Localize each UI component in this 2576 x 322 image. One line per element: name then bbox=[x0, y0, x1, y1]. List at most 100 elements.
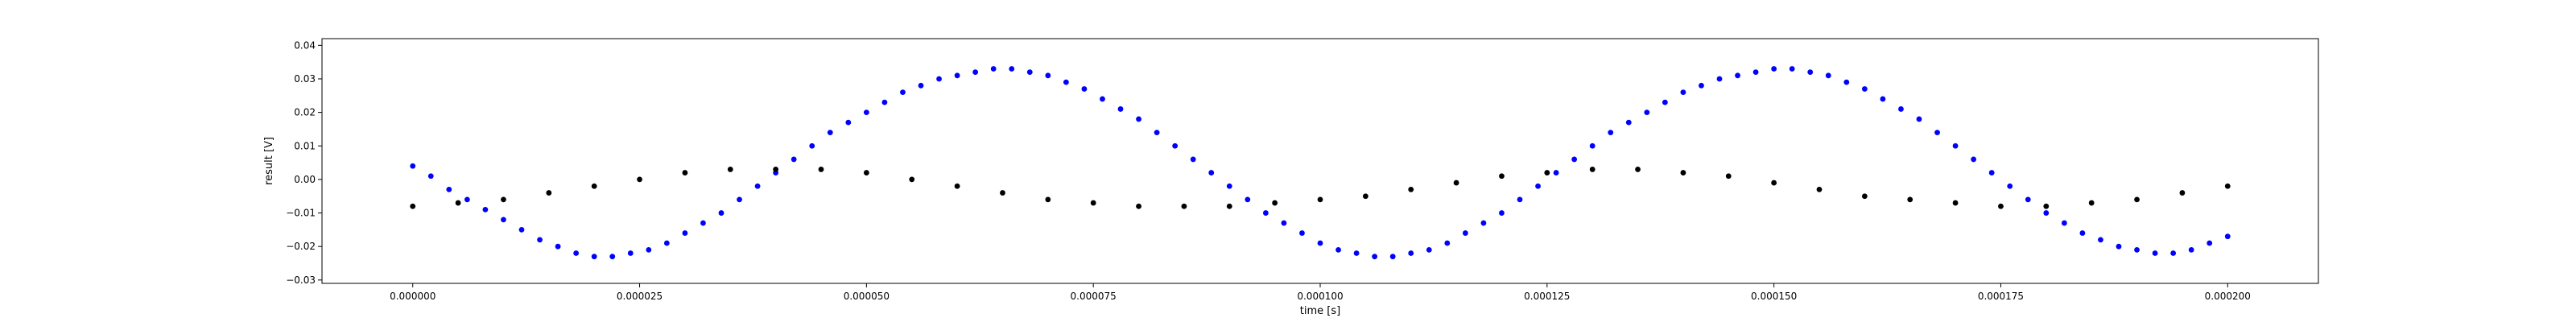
data-point bbox=[827, 130, 833, 136]
y-tick-label: 0.04 bbox=[294, 39, 316, 51]
data-point bbox=[972, 69, 979, 76]
data-point bbox=[482, 206, 489, 213]
data-point bbox=[773, 167, 779, 172]
data-point bbox=[1335, 246, 1341, 253]
data-point bbox=[627, 250, 634, 256]
data-point bbox=[446, 186, 452, 192]
data-point bbox=[501, 217, 506, 223]
data-point bbox=[1362, 193, 1368, 200]
data-point bbox=[1480, 220, 1487, 226]
data-point bbox=[1861, 86, 1868, 92]
data-point bbox=[537, 237, 543, 243]
data-point bbox=[1499, 210, 1505, 216]
data-point bbox=[1898, 106, 1904, 112]
data-point bbox=[2134, 246, 2140, 253]
y-tick-label: −0.01 bbox=[286, 208, 316, 219]
data-point bbox=[1625, 119, 1632, 126]
data-point bbox=[1916, 116, 1922, 122]
data-point bbox=[1680, 170, 1686, 175]
data-point bbox=[2061, 220, 2067, 226]
data-point bbox=[1699, 82, 1704, 89]
x-axis-ticks: 0.000000 0.000025 0.000050 0.000075 0.000100… bbox=[390, 283, 2251, 302]
data-point bbox=[954, 72, 960, 79]
data-point bbox=[555, 243, 561, 250]
y-tick-label: −0.03 bbox=[286, 275, 316, 286]
x-tick-label: 0.000175 bbox=[1978, 291, 2024, 302]
data-point bbox=[1988, 170, 1995, 175]
data-point bbox=[2043, 203, 2050, 209]
y-tick-label: 0.01 bbox=[294, 140, 316, 151]
data-point bbox=[2116, 243, 2122, 250]
data-point bbox=[1589, 167, 1596, 172]
data-point bbox=[1045, 196, 1051, 203]
data-point bbox=[410, 203, 416, 209]
data-point bbox=[2152, 250, 2158, 256]
data-point bbox=[1426, 246, 1432, 253]
data-point bbox=[2207, 240, 2213, 246]
data-point bbox=[518, 226, 525, 233]
data-point bbox=[2224, 183, 2231, 189]
data-point bbox=[918, 82, 924, 89]
series-0 bbox=[410, 66, 2231, 260]
data-point bbox=[1026, 69, 1033, 76]
data-point bbox=[1317, 240, 1323, 246]
data-point bbox=[1716, 76, 1723, 82]
data-point bbox=[1880, 96, 1886, 102]
data-point bbox=[1226, 203, 1232, 209]
data-point bbox=[2025, 196, 2031, 203]
data-point bbox=[2179, 190, 2186, 196]
data-point bbox=[791, 156, 797, 163]
data-point bbox=[2188, 246, 2194, 253]
data-point bbox=[2079, 230, 2086, 236]
data-point bbox=[1009, 66, 1015, 72]
data-point bbox=[1408, 186, 1414, 192]
data-point bbox=[809, 142, 815, 149]
data-point bbox=[1372, 254, 1378, 260]
data-point bbox=[1190, 156, 1196, 163]
data-point bbox=[1172, 142, 1179, 149]
data-point bbox=[1608, 130, 1614, 136]
data-point bbox=[682, 230, 688, 236]
data-point bbox=[881, 99, 888, 105]
data-point bbox=[1517, 196, 1523, 203]
data-point bbox=[1535, 183, 1541, 189]
data-point bbox=[1952, 200, 1959, 206]
data-point bbox=[700, 220, 706, 226]
x-tick-label: 0.000200 bbox=[2205, 291, 2251, 302]
x-tick-label: 0.000000 bbox=[390, 291, 436, 302]
data-point bbox=[1825, 72, 1831, 79]
data-point bbox=[2098, 237, 2103, 243]
data-point bbox=[1971, 156, 1977, 163]
x-tick-label: 0.000150 bbox=[1751, 291, 1797, 302]
data-point bbox=[609, 254, 616, 260]
data-point bbox=[1100, 96, 1105, 102]
x-tick-label: 0.000125 bbox=[1524, 291, 1570, 302]
data-point bbox=[845, 119, 852, 126]
y-tick-label: 0.02 bbox=[294, 107, 316, 118]
data-point bbox=[1462, 230, 1468, 236]
data-point bbox=[1208, 170, 1215, 175]
data-point bbox=[737, 196, 742, 203]
data-point bbox=[1789, 66, 1795, 72]
data-point bbox=[1907, 196, 1913, 203]
data-point bbox=[1499, 173, 1505, 180]
data-point bbox=[1752, 69, 1759, 76]
data-point bbox=[1063, 79, 1069, 85]
plot-area bbox=[321, 38, 2319, 284]
data-point bbox=[2007, 183, 2013, 189]
x-axis-label: time [s] bbox=[1300, 305, 1340, 317]
y-tick-label: 0.03 bbox=[294, 73, 316, 85]
data-point bbox=[464, 196, 470, 203]
data-point bbox=[2224, 233, 2231, 240]
data-point bbox=[818, 167, 824, 172]
data-point bbox=[1154, 130, 1160, 136]
data-point bbox=[1735, 72, 1740, 79]
x-tick-label: 0.000075 bbox=[1071, 291, 1117, 302]
data-point bbox=[1807, 69, 1814, 76]
data-point bbox=[1553, 170, 1559, 175]
data-point bbox=[863, 170, 869, 175]
data-point bbox=[754, 183, 761, 189]
data-point bbox=[410, 163, 416, 169]
data-point bbox=[1843, 79, 1850, 85]
